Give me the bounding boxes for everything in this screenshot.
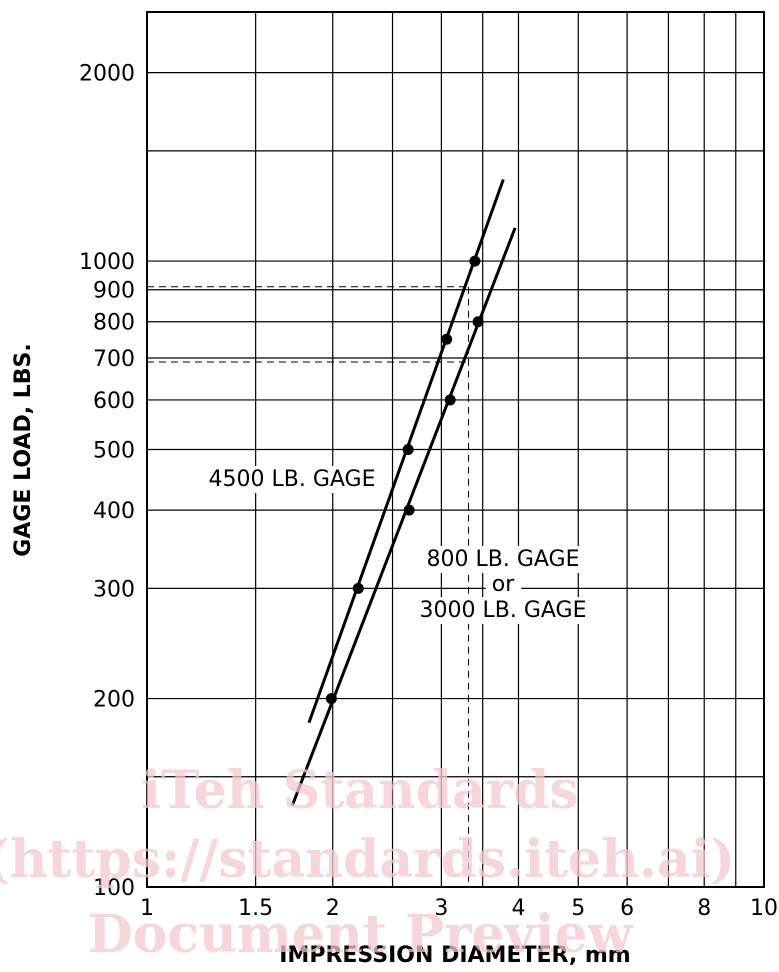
grid bbox=[146, 12, 765, 888]
y-axis-title: GAGE LOAD, LBS. bbox=[11, 343, 36, 556]
label-background bbox=[420, 546, 586, 573]
y-tick-label: 100 bbox=[93, 876, 135, 901]
x-tick-label: 5 bbox=[571, 896, 585, 921]
tick-labels: 1 1.5 2 3 4 5 6 8 10 100 200 300 400 500 600 700 800 900 1… bbox=[79, 62, 778, 921]
y-tick-label: 2000 bbox=[79, 62, 135, 87]
y-tick-label: 900 bbox=[93, 279, 135, 304]
y-tick-label: 1000 bbox=[79, 250, 135, 275]
y-tick-label: 800 bbox=[93, 311, 135, 336]
x-tick-label: 3 bbox=[434, 896, 448, 921]
series-line-1 bbox=[290, 227, 517, 806]
y-tick-label: 400 bbox=[93, 499, 135, 524]
x-tick-label: 10 bbox=[750, 896, 778, 921]
data-points bbox=[325, 255, 484, 705]
watermark: iTeh Standards (https://standards.iteh.a… bbox=[0, 760, 735, 965]
x-tick-label: 1 bbox=[140, 896, 154, 921]
watermark-line: iTeh Standards bbox=[141, 760, 579, 821]
data-point bbox=[441, 333, 453, 345]
y-tick-label: 200 bbox=[93, 688, 135, 713]
y-tick-label: 700 bbox=[93, 347, 135, 372]
label-background bbox=[485, 571, 522, 598]
label-background bbox=[202, 466, 382, 493]
x-tick-label: 2 bbox=[326, 896, 340, 921]
x-axis-title: IMPRESSION DIAMETER, mm bbox=[279, 943, 630, 968]
x-tick-label: 4 bbox=[511, 896, 525, 921]
watermark-line: Document Preview bbox=[88, 904, 634, 965]
reference-lines bbox=[147, 286, 470, 887]
data-point bbox=[444, 394, 456, 406]
watermark-line: (https://standards.iteh.ai) bbox=[0, 829, 735, 890]
data-point bbox=[469, 255, 481, 267]
x-tick-label: 1.5 bbox=[238, 896, 273, 921]
plot-frame bbox=[146, 11, 765, 888]
series-label-800: 800 LB. GAGE bbox=[427, 547, 580, 572]
data-point bbox=[352, 582, 364, 594]
series-label-3000: 3000 LB. GAGE bbox=[420, 598, 587, 623]
series-label-4500: 4500 LB. GAGE bbox=[209, 467, 376, 492]
data-point bbox=[472, 316, 484, 328]
y-tick-label: 500 bbox=[93, 439, 135, 464]
y-tick-label: 300 bbox=[93, 577, 135, 602]
x-tick-label: 8 bbox=[697, 896, 711, 921]
data-point bbox=[325, 693, 337, 705]
series-label-or: or bbox=[492, 572, 515, 597]
data-point bbox=[403, 504, 415, 516]
data-point bbox=[402, 444, 414, 455]
x-tick-label: 6 bbox=[620, 896, 634, 921]
y-tick-label: 600 bbox=[93, 389, 135, 414]
label-background bbox=[413, 597, 593, 624]
